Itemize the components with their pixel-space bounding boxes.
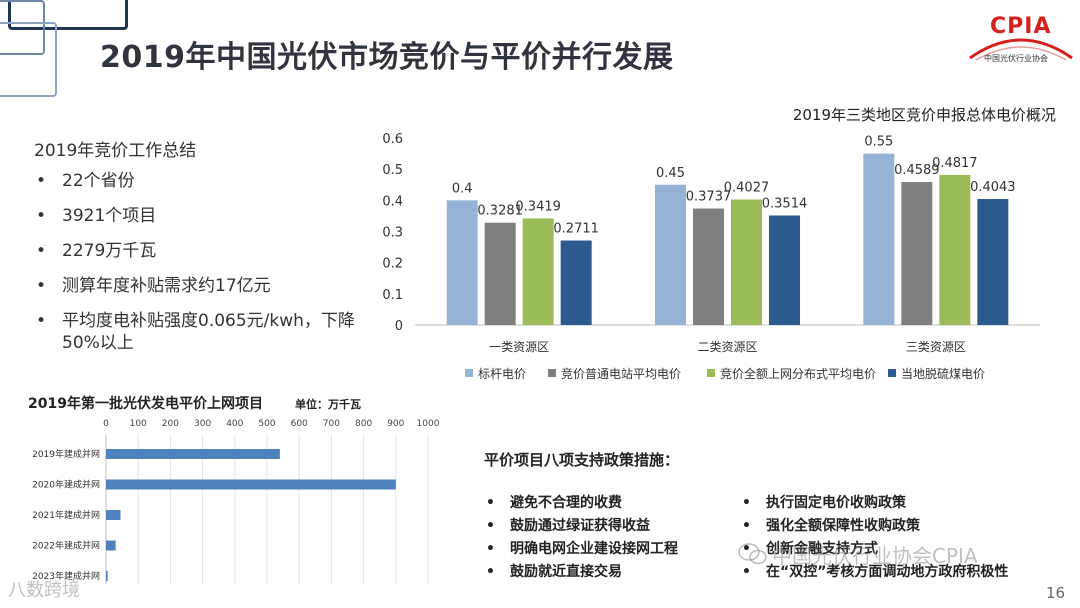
- bar: [731, 199, 762, 325]
- bar: [522, 218, 554, 325]
- summary-item: 3921个项目: [34, 205, 364, 227]
- bar: [106, 540, 116, 551]
- y-tick-label: 2019年建成并网: [32, 448, 100, 460]
- x-tick-label: 300: [194, 419, 211, 429]
- x-tick-label: 800: [355, 419, 372, 429]
- y-tick-label: 0.4: [382, 194, 403, 209]
- data-label: 0.4589: [894, 163, 940, 178]
- bar: [901, 181, 933, 325]
- bar: [939, 174, 971, 325]
- policy-list-left: 避免不合理的收费 鼓励通过绿证获得收益 明确电网企业建设接网工程 鼓励就近直接交…: [484, 494, 678, 586]
- policy-item: 创新金融支持方式: [740, 540, 1008, 558]
- legend-label: 竞价普通电站平均电价: [561, 367, 681, 381]
- x-tick-label: 900: [387, 419, 404, 429]
- bar: [769, 215, 800, 325]
- x-tick-label: 1000: [417, 419, 440, 429]
- x-tick-label: 500: [258, 419, 275, 429]
- electricity-price-bar-chart: 2019年三类地区竞价申报总体电价概况 0 0.1 0.2 0.3 0.4 0.5 0.6 0.…: [382, 106, 1056, 381]
- bar: [484, 222, 516, 325]
- logo-text: CPIA: [990, 14, 1052, 39]
- x-tick-label: 700: [323, 419, 340, 429]
- data-label: 0.3514: [762, 196, 808, 211]
- y-tick-label: 2023年建成并网: [32, 570, 100, 582]
- x-tick-label: 0: [103, 419, 109, 429]
- summary-item: 2279万千瓦: [34, 240, 364, 262]
- chart-unit: 单位：万千瓦: [295, 397, 361, 411]
- y-tick-label: 0.6: [382, 132, 403, 147]
- bar: [106, 510, 121, 520]
- data-label: 0.4817: [932, 156, 978, 171]
- legend-swatch: [707, 369, 715, 377]
- page-title: 2019年中国光伏市场竞价与平价并行发展: [100, 40, 674, 75]
- policy-title: 平价项目八项支持政策措施：: [484, 451, 680, 469]
- legend-swatch: [888, 369, 896, 377]
- bar: [106, 479, 396, 490]
- chart-title: 2019年三类地区竞价申报总体电价概况: [793, 106, 1056, 124]
- bar: [446, 200, 478, 325]
- watermark-text: 中国光伏行业协会CPIA: [772, 544, 978, 568]
- data-label: 0.4027: [724, 180, 770, 195]
- watermark-text: 八数跨境: [8, 580, 80, 601]
- bar: [560, 240, 592, 325]
- bar: [693, 208, 724, 325]
- policy-item: 在“双控”考核方面调动地方政府积极性: [740, 563, 1008, 581]
- policy-item: 执行固定电价收购政策: [740, 494, 1008, 512]
- page-number: 16: [1046, 584, 1066, 602]
- data-label: 0.4: [452, 181, 473, 196]
- summary-item: 平均度电补贴强度0.065元/kwh，下降50%以上: [34, 310, 364, 354]
- data-label: 0.55: [864, 135, 893, 150]
- bar: [106, 449, 280, 459]
- legend-label: 竞价全额上网分布式平均电价: [720, 366, 876, 381]
- x-tick-label: 二类资源区: [697, 340, 757, 354]
- legend-label: 标杆电价: [478, 367, 526, 381]
- x-tick-label: 100: [130, 419, 147, 429]
- bar: [977, 198, 1009, 325]
- x-tick-label: 一类资源区: [489, 340, 549, 354]
- summary-item: 测算年度补贴需求约17亿元: [34, 275, 364, 297]
- y-tick-label: 2022年建成并网: [32, 540, 100, 552]
- policy-list-right: 执行固定电价收购政策 强化全额保障性收购政策 创新金融支持方式 在“双控”考核方…: [740, 494, 1008, 586]
- policy-item: 强化全额保障性收购政策: [740, 517, 1008, 535]
- policy-item: 鼓励通过绿证获得收益: [484, 517, 678, 535]
- chart-title: 2019年第一批光伏发电平价上网项目: [28, 395, 263, 412]
- x-tick-label: 400: [226, 419, 243, 429]
- data-label: 0.2711: [553, 222, 599, 237]
- y-tick-label: 0.5: [382, 163, 403, 178]
- legend-swatch: [465, 369, 473, 377]
- y-tick-label: 0.3: [382, 226, 403, 241]
- decorative-frame: [0, 0, 45, 55]
- y-tick-label: 0.1: [382, 288, 403, 303]
- data-label: 0.3419: [515, 199, 561, 214]
- policy-item: 明确电网企业建设接网工程: [484, 540, 678, 558]
- y-tick-label: 0.2: [382, 257, 403, 272]
- bar: [655, 184, 686, 325]
- bar: [106, 571, 108, 581]
- x-tick-label: 三类资源区: [906, 340, 966, 354]
- decorative-frame: [0, 22, 57, 97]
- logo-subtitle: 中国光伏行业协会: [984, 54, 1048, 63]
- summary-list: 22个省份 3921个项目 2279万千瓦 测算年度补贴需求约17亿元 平均度电…: [34, 170, 364, 367]
- cpia-logo-icon: [969, 38, 1073, 61]
- data-label: 0.45: [656, 166, 685, 181]
- data-label: 0.3281: [477, 204, 523, 219]
- policy-item: 鼓励就近直接交易: [484, 563, 678, 581]
- wechat-icon: [738, 543, 767, 565]
- legend-swatch: [548, 369, 556, 377]
- y-tick-label: 2020年建成并网: [32, 479, 100, 491]
- data-label: 0.3737: [686, 190, 732, 205]
- y-tick-label: 0: [395, 319, 403, 334]
- grid-parity-projects-bar-chart: 2019年第一批光伏发电平价上网项目 单位：万千瓦 0 100 200 300 400 500…: [28, 395, 440, 584]
- bar: [863, 153, 895, 325]
- y-tick-label: 2021年建成并网: [32, 509, 100, 521]
- x-tick-label: 600: [291, 419, 308, 429]
- legend-label: 当地脱硫煤电价: [901, 366, 985, 381]
- summary-item: 22个省份: [34, 170, 364, 192]
- decorative-frame: [8, 0, 128, 30]
- data-label: 0.4043: [970, 180, 1016, 195]
- policy-item: 避免不合理的收费: [484, 494, 678, 512]
- summary-title: 2019年竞价工作总结: [34, 141, 197, 161]
- x-tick-label: 200: [162, 419, 179, 429]
